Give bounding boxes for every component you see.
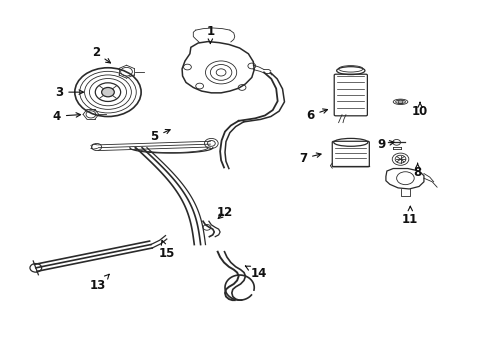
Text: 13: 13 bbox=[90, 274, 109, 292]
Text: 1: 1 bbox=[206, 25, 214, 44]
Text: 3: 3 bbox=[55, 86, 83, 99]
Text: 2: 2 bbox=[92, 46, 110, 63]
Text: 7: 7 bbox=[298, 152, 321, 165]
Text: 8: 8 bbox=[413, 163, 421, 179]
Circle shape bbox=[102, 87, 114, 97]
Text: 5: 5 bbox=[150, 130, 170, 144]
Text: 15: 15 bbox=[158, 240, 174, 260]
Text: 10: 10 bbox=[411, 103, 427, 118]
Text: 12: 12 bbox=[216, 206, 233, 219]
Circle shape bbox=[397, 100, 402, 104]
Text: 6: 6 bbox=[305, 109, 327, 122]
Text: 9: 9 bbox=[376, 138, 393, 150]
Text: 14: 14 bbox=[245, 266, 267, 280]
Text: 11: 11 bbox=[401, 206, 418, 226]
Text: 4: 4 bbox=[53, 110, 81, 123]
